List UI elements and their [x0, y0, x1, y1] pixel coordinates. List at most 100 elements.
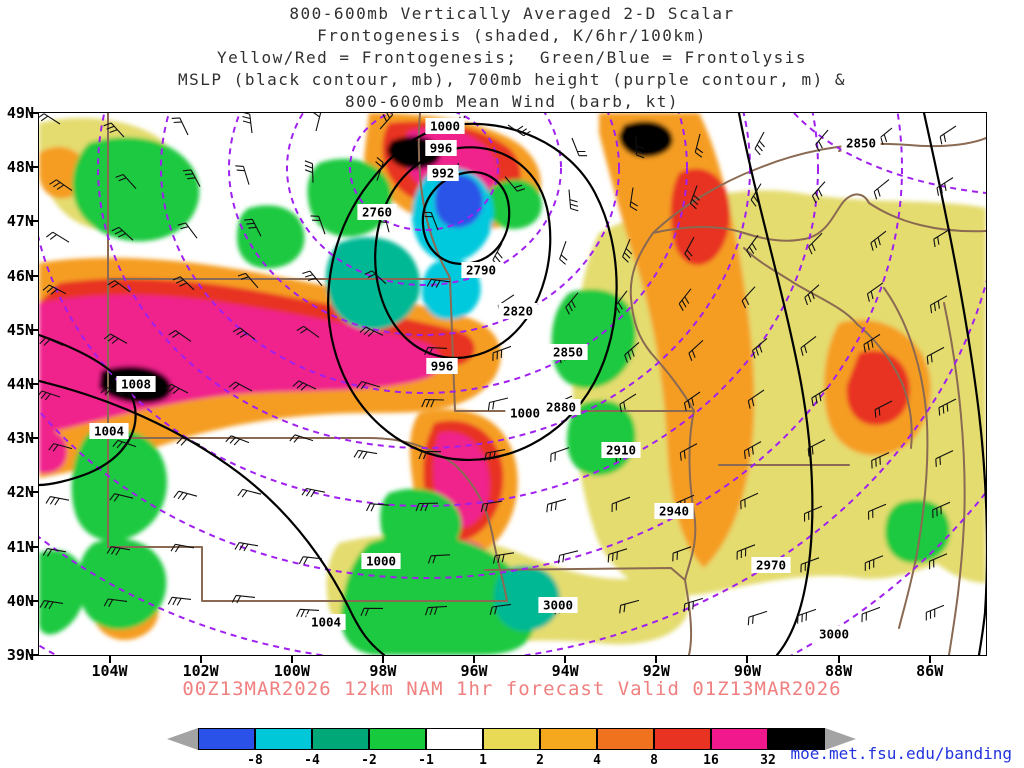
colorbar-overflow-arrow: [825, 728, 856, 750]
lat-tick-label: 49N: [6, 104, 34, 122]
wind-barb: [237, 488, 262, 498]
state-borders-shape: [743, 247, 858, 325]
credit-link[interactable]: moe.met.fsu.edu/banding: [790, 744, 1012, 763]
wind-barb: [619, 599, 640, 614]
mslp-contour-label-shape: [425, 140, 457, 156]
chart-title-block: 800-600mb Vertically Averaged 2-D Scalar…: [0, 3, 1024, 113]
shading-shape: [487, 179, 542, 230]
lat-tick-mark: [30, 654, 38, 656]
wind-barb: [808, 232, 823, 255]
wind-barb: [870, 230, 887, 251]
wind-barb: [39, 390, 61, 401]
colorbar-segment: [540, 728, 597, 750]
wind-barb: [424, 605, 448, 616]
wind-barb: [929, 295, 948, 314]
wind-barb: [689, 185, 700, 210]
wind-barb: [107, 280, 131, 293]
colorbar-underflow-arrow: [167, 728, 198, 750]
mslp-contour-label: 1008: [116, 376, 156, 392]
wind-barb: [747, 389, 765, 409]
wind-barb: [803, 505, 823, 522]
mslp-contour-label: 992: [427, 165, 459, 181]
height-contour-label-shape: [751, 557, 791, 573]
height-contour-label: 2970: [751, 557, 791, 573]
colorbar-segment: [369, 728, 426, 750]
wind-barb: [863, 333, 881, 353]
lat-tick-mark: [30, 545, 38, 548]
height-contour-label-shape: 2790: [466, 263, 496, 278]
height-contours-shape: [228, 113, 620, 336]
shading-shape: [619, 121, 673, 158]
height-contour-label-shape: 3000: [543, 598, 573, 613]
mslp-contour-label-shape: 1004: [94, 424, 124, 439]
lon-tick-mark: [381, 655, 384, 663]
height-contour-label-shape: 2910: [606, 443, 636, 458]
wind-barb: [42, 548, 67, 557]
colorbar-segment: [711, 728, 768, 750]
colorbar-tick-label: 2: [536, 753, 544, 768]
mslp-contour-label-shape: [427, 165, 459, 181]
colorbar-tick-label: 32: [760, 753, 776, 768]
mslp-contour-label-shape: 996: [431, 359, 454, 374]
wind-barb: [550, 447, 570, 463]
colorbar-segment: [768, 728, 825, 750]
wind-barb: [310, 215, 326, 235]
height-contour-label-shape: [601, 442, 641, 458]
wind-barb: [678, 288, 692, 311]
height-contours-shape: [39, 113, 903, 579]
wind-barb: [811, 181, 826, 204]
wind-barb: [292, 380, 317, 391]
wind-barb: [804, 284, 820, 306]
colorbar-segment: [255, 728, 312, 750]
shading-shape: [325, 237, 421, 331]
wind-barb: [807, 439, 826, 457]
wind-barb: [289, 434, 314, 443]
state-borders-shape: [652, 193, 986, 242]
mslp-contour-label: 1000: [425, 118, 465, 134]
wind-barb: [375, 156, 384, 181]
wind-barb: [751, 337, 768, 359]
height-contour-label-shape: [498, 303, 538, 319]
wind-barb: [182, 169, 201, 187]
mslp-contour-label-shape: 1008: [121, 377, 151, 392]
colorbar-tick-label: -4: [304, 753, 320, 768]
lat-tick-mark: [30, 112, 38, 114]
shading-shape: [71, 429, 167, 541]
height-contour-label: 2760: [357, 204, 397, 220]
wind-barb: [746, 234, 759, 258]
mslp-contours-shape: [922, 113, 986, 655]
wind-barb: [565, 292, 579, 315]
colorbar-segment: [654, 728, 711, 750]
height-contour-label-shape: 2820: [503, 304, 533, 319]
height-contours-shape: [793, 113, 986, 194]
wind-barb: [873, 179, 890, 200]
lat-tick-label: 42N: [6, 483, 34, 502]
shading-shape: [78, 538, 167, 630]
lon-tick-mark: [108, 655, 111, 663]
wind-barb: [492, 552, 515, 564]
height-contour-label: 2820: [498, 303, 538, 319]
height-contour-label: 2790: [461, 262, 501, 278]
mslp-contours-shape: [327, 122, 618, 461]
contour-labels-layer: 1000 996 992 996 1000 1000 1004 1004 1008 2760 279…: [89, 118, 881, 642]
wind-barb: [507, 124, 531, 137]
wind-barb: [48, 443, 73, 452]
lon-tick-label: 88W: [825, 662, 853, 680]
wind-barb: [932, 501, 951, 519]
colorbar-segment: [597, 728, 654, 750]
title-line-3: Yellow/Red = Frontogenesis; Green/Blue =…: [216, 48, 808, 67]
colorbar-tick-label: 8: [650, 753, 658, 768]
lon-tick-label: 98W: [369, 662, 397, 680]
mslp-contour-label: 1000: [505, 405, 545, 421]
mslp-contour-label-shape: 1000: [510, 406, 540, 421]
lon-tick-label: 100W: [273, 662, 310, 680]
wind-barb: [815, 129, 829, 152]
wind-barb: [568, 189, 579, 212]
wind-barb: [424, 346, 448, 356]
height-contour-label-shape: 2760: [362, 205, 392, 220]
wind-barb: [103, 333, 128, 344]
wind-barb: [168, 330, 192, 342]
lon-tick-mark: [290, 655, 293, 663]
wind-barb: [624, 341, 640, 363]
title-line-4: MSLP (black contour, mb), 700mb height (…: [178, 70, 846, 89]
